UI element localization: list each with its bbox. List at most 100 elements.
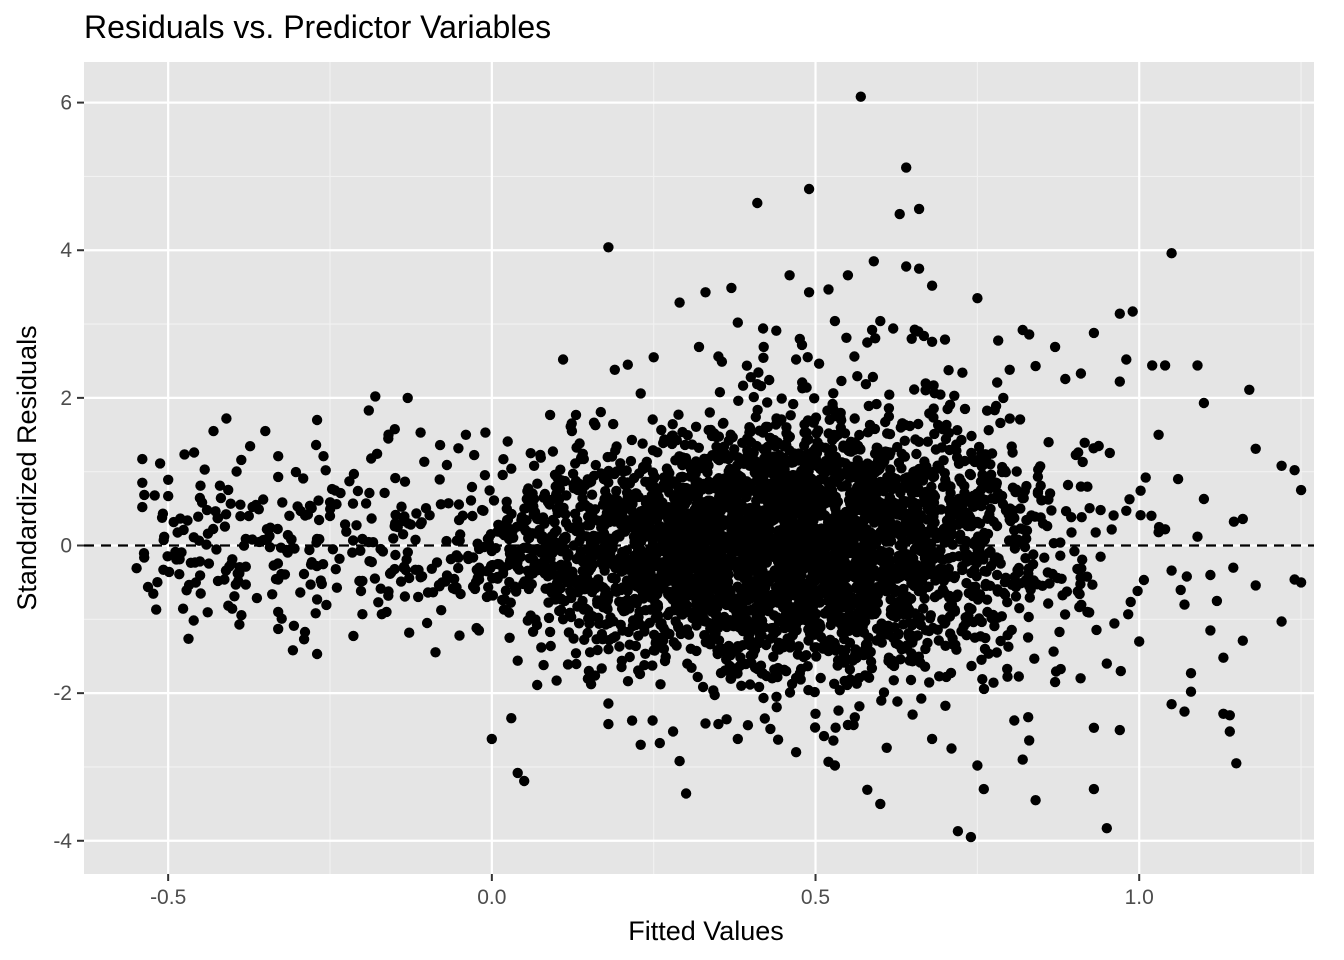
scatter-point [732, 317, 743, 328]
scatter-point [682, 658, 693, 669]
scatter-point [871, 442, 882, 453]
scatter-point [137, 453, 148, 465]
scatter-point [968, 501, 979, 512]
scatter-point [659, 655, 671, 667]
scatter-point [955, 534, 966, 545]
scatter-point [901, 261, 912, 272]
scatter-point [823, 284, 834, 295]
scatter-point [273, 471, 284, 483]
scatter-point [733, 395, 744, 406]
scatter-point [1066, 527, 1077, 538]
scatter-point [574, 535, 585, 547]
scatter-point [836, 375, 847, 387]
scatter-point [364, 487, 375, 499]
scatter-point [966, 521, 977, 532]
scatter-point [770, 441, 781, 452]
scatter-point [540, 560, 551, 571]
scatter-point [1046, 505, 1057, 516]
scatter-point [861, 469, 873, 481]
scatter-point [795, 663, 807, 675]
scatter-point [603, 718, 614, 730]
scatter-point [776, 393, 787, 404]
scatter-point [811, 460, 823, 472]
scatter-point [719, 453, 731, 464]
scatter-point [978, 683, 990, 695]
y-axis-title: Standardized Residuals [12, 325, 42, 610]
scatter-point [809, 393, 820, 404]
scatter-point [137, 501, 148, 513]
scatter-point [803, 523, 814, 534]
scatter-point [820, 565, 831, 576]
scatter-point [834, 514, 846, 526]
scatter-point [883, 411, 895, 422]
scatter-point [892, 509, 903, 520]
scatter-point [1172, 473, 1184, 485]
scatter-point [758, 352, 769, 363]
scatter-point [769, 664, 780, 675]
scatter-point [273, 623, 284, 635]
scatter-point [1010, 591, 1022, 602]
scatter-point [894, 556, 905, 567]
scatter-point [921, 548, 932, 560]
scatter-point [762, 480, 773, 492]
scatter-point [915, 657, 926, 668]
scatter-point [671, 640, 682, 651]
scatter-point [673, 409, 684, 420]
scatter-point [771, 691, 782, 702]
scatter-point [673, 622, 684, 633]
scatter-point [857, 602, 868, 613]
scatter-point [760, 590, 772, 601]
scatter-point [596, 628, 608, 640]
scatter-point [243, 510, 254, 522]
scatter-point [290, 466, 302, 478]
scatter-point [812, 437, 823, 448]
scatter-point [1032, 471, 1044, 482]
scatter-point [952, 826, 964, 837]
scatter-point [713, 635, 725, 646]
scatter-point [934, 563, 946, 575]
scatter-point [799, 459, 810, 470]
scatter-point [1021, 480, 1032, 492]
scatter-point [487, 573, 498, 584]
scatter-point [765, 723, 776, 735]
scatter-point [1075, 481, 1087, 492]
scatter-point [856, 486, 868, 497]
scatter-point [1289, 465, 1300, 476]
scatter-point [331, 499, 342, 510]
scatter-point [1035, 461, 1046, 472]
scatter-point [758, 692, 769, 704]
scatter-point [833, 705, 844, 716]
scatter-point [379, 487, 390, 499]
scatter-point [981, 405, 993, 416]
scatter-point [802, 552, 814, 563]
scatter-point [937, 481, 949, 492]
scatter-point [649, 471, 660, 482]
scatter-point [545, 553, 556, 564]
scatter-point [966, 430, 977, 442]
scatter-point [752, 197, 763, 209]
scatter-point [364, 556, 375, 567]
scatter-point [841, 332, 852, 343]
scatter-point [875, 798, 886, 810]
scatter-point [935, 545, 946, 556]
scatter-point [554, 605, 565, 617]
scatter-point [1166, 565, 1177, 576]
scatter-point [818, 466, 829, 478]
scatter-point [875, 526, 886, 537]
scatter-point [939, 535, 950, 546]
scatter-point [454, 630, 465, 641]
scatter-point [979, 565, 990, 577]
scatter-point [1295, 484, 1307, 496]
scatter-point [561, 490, 572, 501]
scatter-point [502, 514, 514, 526]
scatter-point [174, 569, 185, 580]
scatter-point [733, 512, 744, 523]
scatter-point [858, 522, 869, 534]
scatter-point [757, 566, 768, 577]
scatter-point [547, 446, 559, 457]
scatter-point [935, 389, 946, 400]
scatter-point [924, 408, 935, 419]
scatter-point [370, 391, 381, 402]
scatter-point [830, 451, 841, 462]
scatter-point [434, 439, 446, 451]
